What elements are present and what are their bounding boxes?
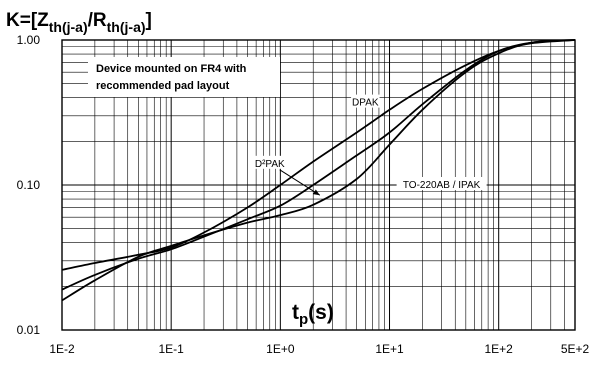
series-label: DPAK <box>352 98 379 109</box>
note-line-1: Device mounted on FR4 with <box>96 63 247 75</box>
series-label-bg <box>351 94 380 108</box>
note-box <box>88 57 280 97</box>
series-group: DPAK D²PAK TO-220AB / IPAK <box>61 39 576 302</box>
y-tick-label: 1.00 <box>17 33 41 47</box>
note-line-2: recommended pad layout <box>96 80 230 92</box>
x-tick-label: 1E-2 <box>49 342 75 356</box>
x-tick-label: 1E-1 <box>158 342 184 356</box>
series-line-2 <box>61 39 576 302</box>
x-tick-label: 5E+2 <box>561 342 590 356</box>
x-tick-label: 1E+0 <box>266 342 295 356</box>
x-tick-label: 1E+1 <box>375 342 404 356</box>
series-label-bg <box>252 155 287 169</box>
series-label-bg <box>396 177 487 190</box>
x-tick-label: 1E+2 <box>485 342 514 356</box>
tick-labels: 1E-2 1E-1 1E+0 1E+1 1E+2 5E+2 0.01 0.10 1.00 <box>17 33 590 356</box>
label-arrow <box>279 169 321 196</box>
x-axis-label: tp(s) <box>292 301 334 328</box>
series-label: TO-220AB / IPAK <box>403 180 481 191</box>
y-tick-label: 0.01 <box>17 323 41 337</box>
label-arrow-head <box>312 189 320 196</box>
series-line-1 <box>61 39 576 291</box>
y-tick-label: 0.10 <box>17 178 41 192</box>
series-label: D²PAK <box>255 159 285 170</box>
plot-frame <box>61 39 576 331</box>
chart-title: K=[Zth(j-a)/Rth(j-a)] <box>6 10 152 35</box>
